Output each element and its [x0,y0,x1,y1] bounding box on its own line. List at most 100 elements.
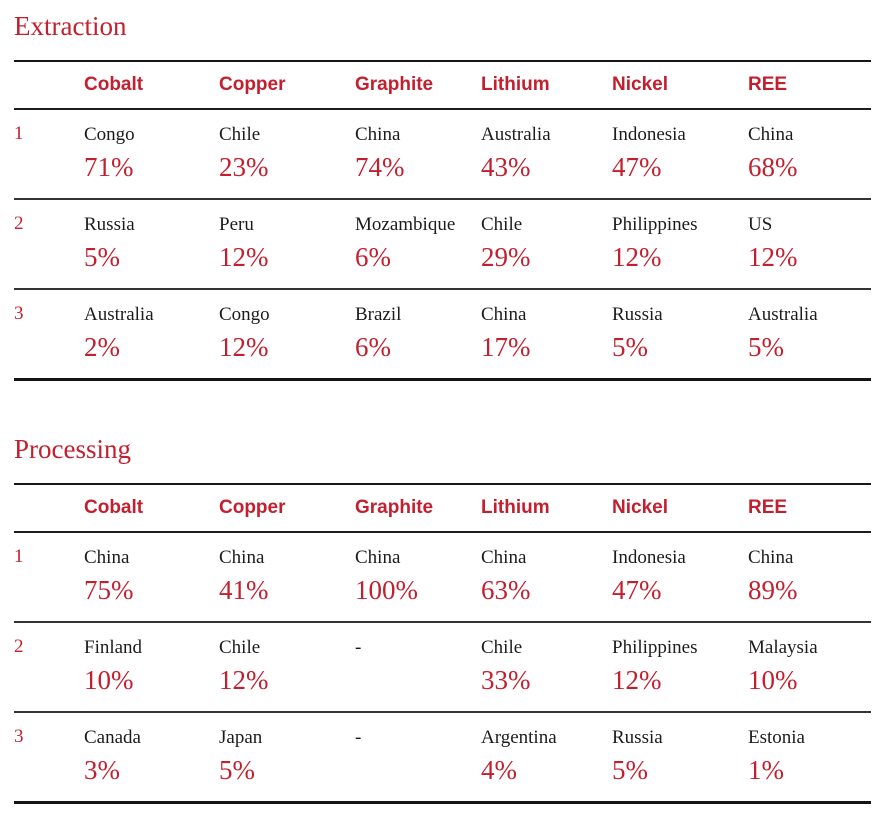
column-header-copper: Copper [219,74,286,95]
share-value: 23% [219,152,269,182]
rank-cell: 3 [14,726,24,747]
column-header-cobalt: Cobalt [84,497,144,518]
share-value: 68% [748,152,798,182]
table-row: 1 China 75% China 41% China 100% China 63% I… [14,532,871,622]
share-value: 100% [355,575,418,605]
data-cell: Finland 10% [84,622,219,712]
share-value: 10% [748,665,798,695]
share-value: 5% [219,755,255,785]
country-label: Philippines [612,637,698,658]
data-cell: - [355,622,481,712]
rank-cell: 1 [14,123,24,144]
country-label: Estonia [748,727,805,748]
column-header-copper: Copper [219,497,286,518]
data-cell: - [355,712,481,803]
column-header-lithium: Lithium [481,497,550,518]
country-label: Chile [219,124,261,145]
table-row: 3 Canada 3% Japan 5% - Argentina 4% Russia 5… [14,712,871,803]
share-value: 5% [612,332,648,362]
data-cell: Russia 5% [612,712,748,803]
data-cell: Australia 5% [748,289,871,380]
country-label: China [481,547,527,568]
share-value: 5% [84,242,120,272]
country-label: Peru [219,214,254,235]
country-label: Australia [84,304,154,325]
country-label: China [748,547,794,568]
share-value: 41% [219,575,269,605]
data-cell: China 63% [481,532,612,622]
data-cell: Australia 2% [84,289,219,380]
share-value: 5% [612,755,648,785]
country-label: China [481,304,527,325]
share-value [355,663,477,697]
country-label: Philippines [612,214,698,235]
share-value: 12% [219,242,269,272]
column-header-nickel: Nickel [612,74,668,95]
share-value: 63% [481,575,531,605]
data-cell: Australia 43% [481,109,612,199]
share-value: 71% [84,152,134,182]
country-label: Chile [481,214,523,235]
country-label: Indonesia [612,124,686,145]
country-label: Brazil [355,304,402,325]
section-title-processing: Processing [14,434,131,464]
share-value: 17% [481,332,531,362]
share-value: 47% [612,575,662,605]
share-value: 2% [84,332,120,362]
table-row: 3 Australia 2% Congo 12% Brazil 6% China 17%… [14,289,871,380]
share-value: 47% [612,152,662,182]
data-cell: Congo 71% [84,109,219,199]
data-cell: Mozambique 6% [355,199,481,289]
data-cell: China 74% [355,109,481,199]
country-label: China [84,547,130,568]
column-header-graphite: Graphite [355,497,434,518]
column-header-cobalt: Cobalt [84,74,144,95]
share-value: 6% [355,242,391,272]
share-value: 6% [355,332,391,362]
share-value: 75% [84,575,134,605]
share-value: 12% [748,242,798,272]
country-label: China [355,547,401,568]
column-header-nickel: Nickel [612,497,668,518]
share-value: 43% [481,152,531,182]
country-label: Australia [748,304,818,325]
country-label: Japan [219,727,263,748]
share-value: 12% [612,665,662,695]
country-label: China [219,547,265,568]
data-cell: US 12% [748,199,871,289]
data-cell: Indonesia 47% [612,109,748,199]
country-label: Russia [612,727,663,748]
processing-table: Cobalt Copper Graphite Lithium Nickel RE… [14,483,871,804]
country-label: - [355,727,362,748]
share-value: 12% [219,665,269,695]
share-value: 29% [481,242,531,272]
country-label: Russia [84,214,135,235]
data-cell: China 17% [481,289,612,380]
column-header-lithium: Lithium [481,74,550,95]
rank-header [14,484,84,532]
data-cell: Chile 23% [219,109,355,199]
country-label: Argentina [481,727,557,748]
country-label: Indonesia [612,547,686,568]
data-cell: China 75% [84,532,219,622]
page: Extraction Cobalt Copper Graphite Lithiu… [14,11,871,804]
country-label: Malaysia [748,637,818,658]
rank-cell: 1 [14,546,24,567]
data-cell: Chile 29% [481,199,612,289]
country-label: Chile [481,637,523,658]
country-label: US [748,214,773,235]
country-label: - [355,637,362,658]
column-header-graphite: Graphite [355,74,434,95]
country-label: China [748,124,794,145]
table-row: 2 Finland 10% Chile 12% - Chile 33% Philipp… [14,622,871,712]
extraction-table: Cobalt Copper Graphite Lithium Nickel RE… [14,60,871,381]
country-label: Canada [84,727,141,748]
data-cell: China 41% [219,532,355,622]
data-cell: Congo 12% [219,289,355,380]
country-label: Chile [219,637,261,658]
country-label: Australia [481,124,551,145]
column-header-ree: REE [748,497,788,518]
data-cell: Canada 3% [84,712,219,803]
table-row: 2 Russia 5% Peru 12% Mozambique 6% Chile 29%… [14,199,871,289]
country-label: Russia [612,304,663,325]
